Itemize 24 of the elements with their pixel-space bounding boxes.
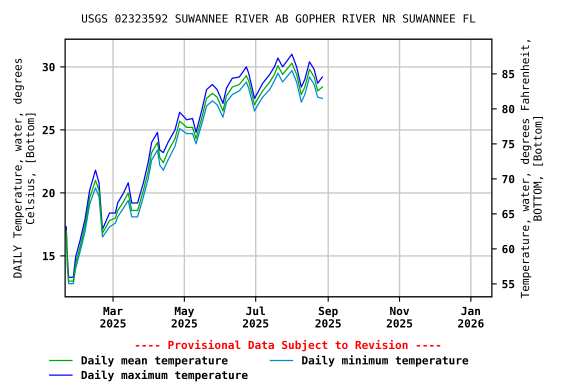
y-axis-title: DAILY Temperature, water, degrees Celsius, [Bottom] bbox=[13, 58, 36, 278]
y2-tick-label: 85 bbox=[502, 70, 514, 78]
x-tick-label: Sep 2025 bbox=[315, 306, 341, 328]
y2-axis-title: Temperature, water, degrees Fahrenheit, BOTTOM, [Bottom] bbox=[520, 40, 544, 298]
y2-tick-label: 65 bbox=[502, 210, 514, 218]
chart-title: USGS 02323592 SUWANNEE RIVER AB GOPHER RIVER NR SUWANNEE FL bbox=[82, 14, 476, 23]
x-tick-label: May 2025 bbox=[172, 306, 197, 328]
x-tick-label: Jul 2025 bbox=[242, 306, 268, 328]
legend-label: Daily minimum temperature bbox=[302, 355, 468, 367]
y-tick-label: 30 bbox=[42, 62, 55, 72]
legend-label: Daily maximum temperature bbox=[82, 370, 248, 382]
y-tick-label: 15 bbox=[43, 252, 55, 260]
text: ---- Provisional Data Subject to Revision ---- bbox=[136, 340, 440, 352]
y2-tick-label: 60 bbox=[502, 244, 514, 254]
y2-tick-label: 75 bbox=[502, 140, 514, 148]
y2-tick-label: 55 bbox=[502, 280, 514, 288]
x-tick-label: Mar 2025 bbox=[100, 306, 126, 328]
x-tick-label: Jan 2026 bbox=[458, 306, 484, 328]
x-tick-label: Nov 2025 bbox=[386, 306, 412, 328]
y-tick-label: 20 bbox=[42, 188, 55, 198]
y-tick-label: 25 bbox=[42, 126, 55, 134]
y2-tick-label: 80 bbox=[502, 104, 514, 114]
legend-label: Daily mean temperature bbox=[82, 355, 228, 367]
y2-tick-label: 70 bbox=[502, 174, 514, 184]
